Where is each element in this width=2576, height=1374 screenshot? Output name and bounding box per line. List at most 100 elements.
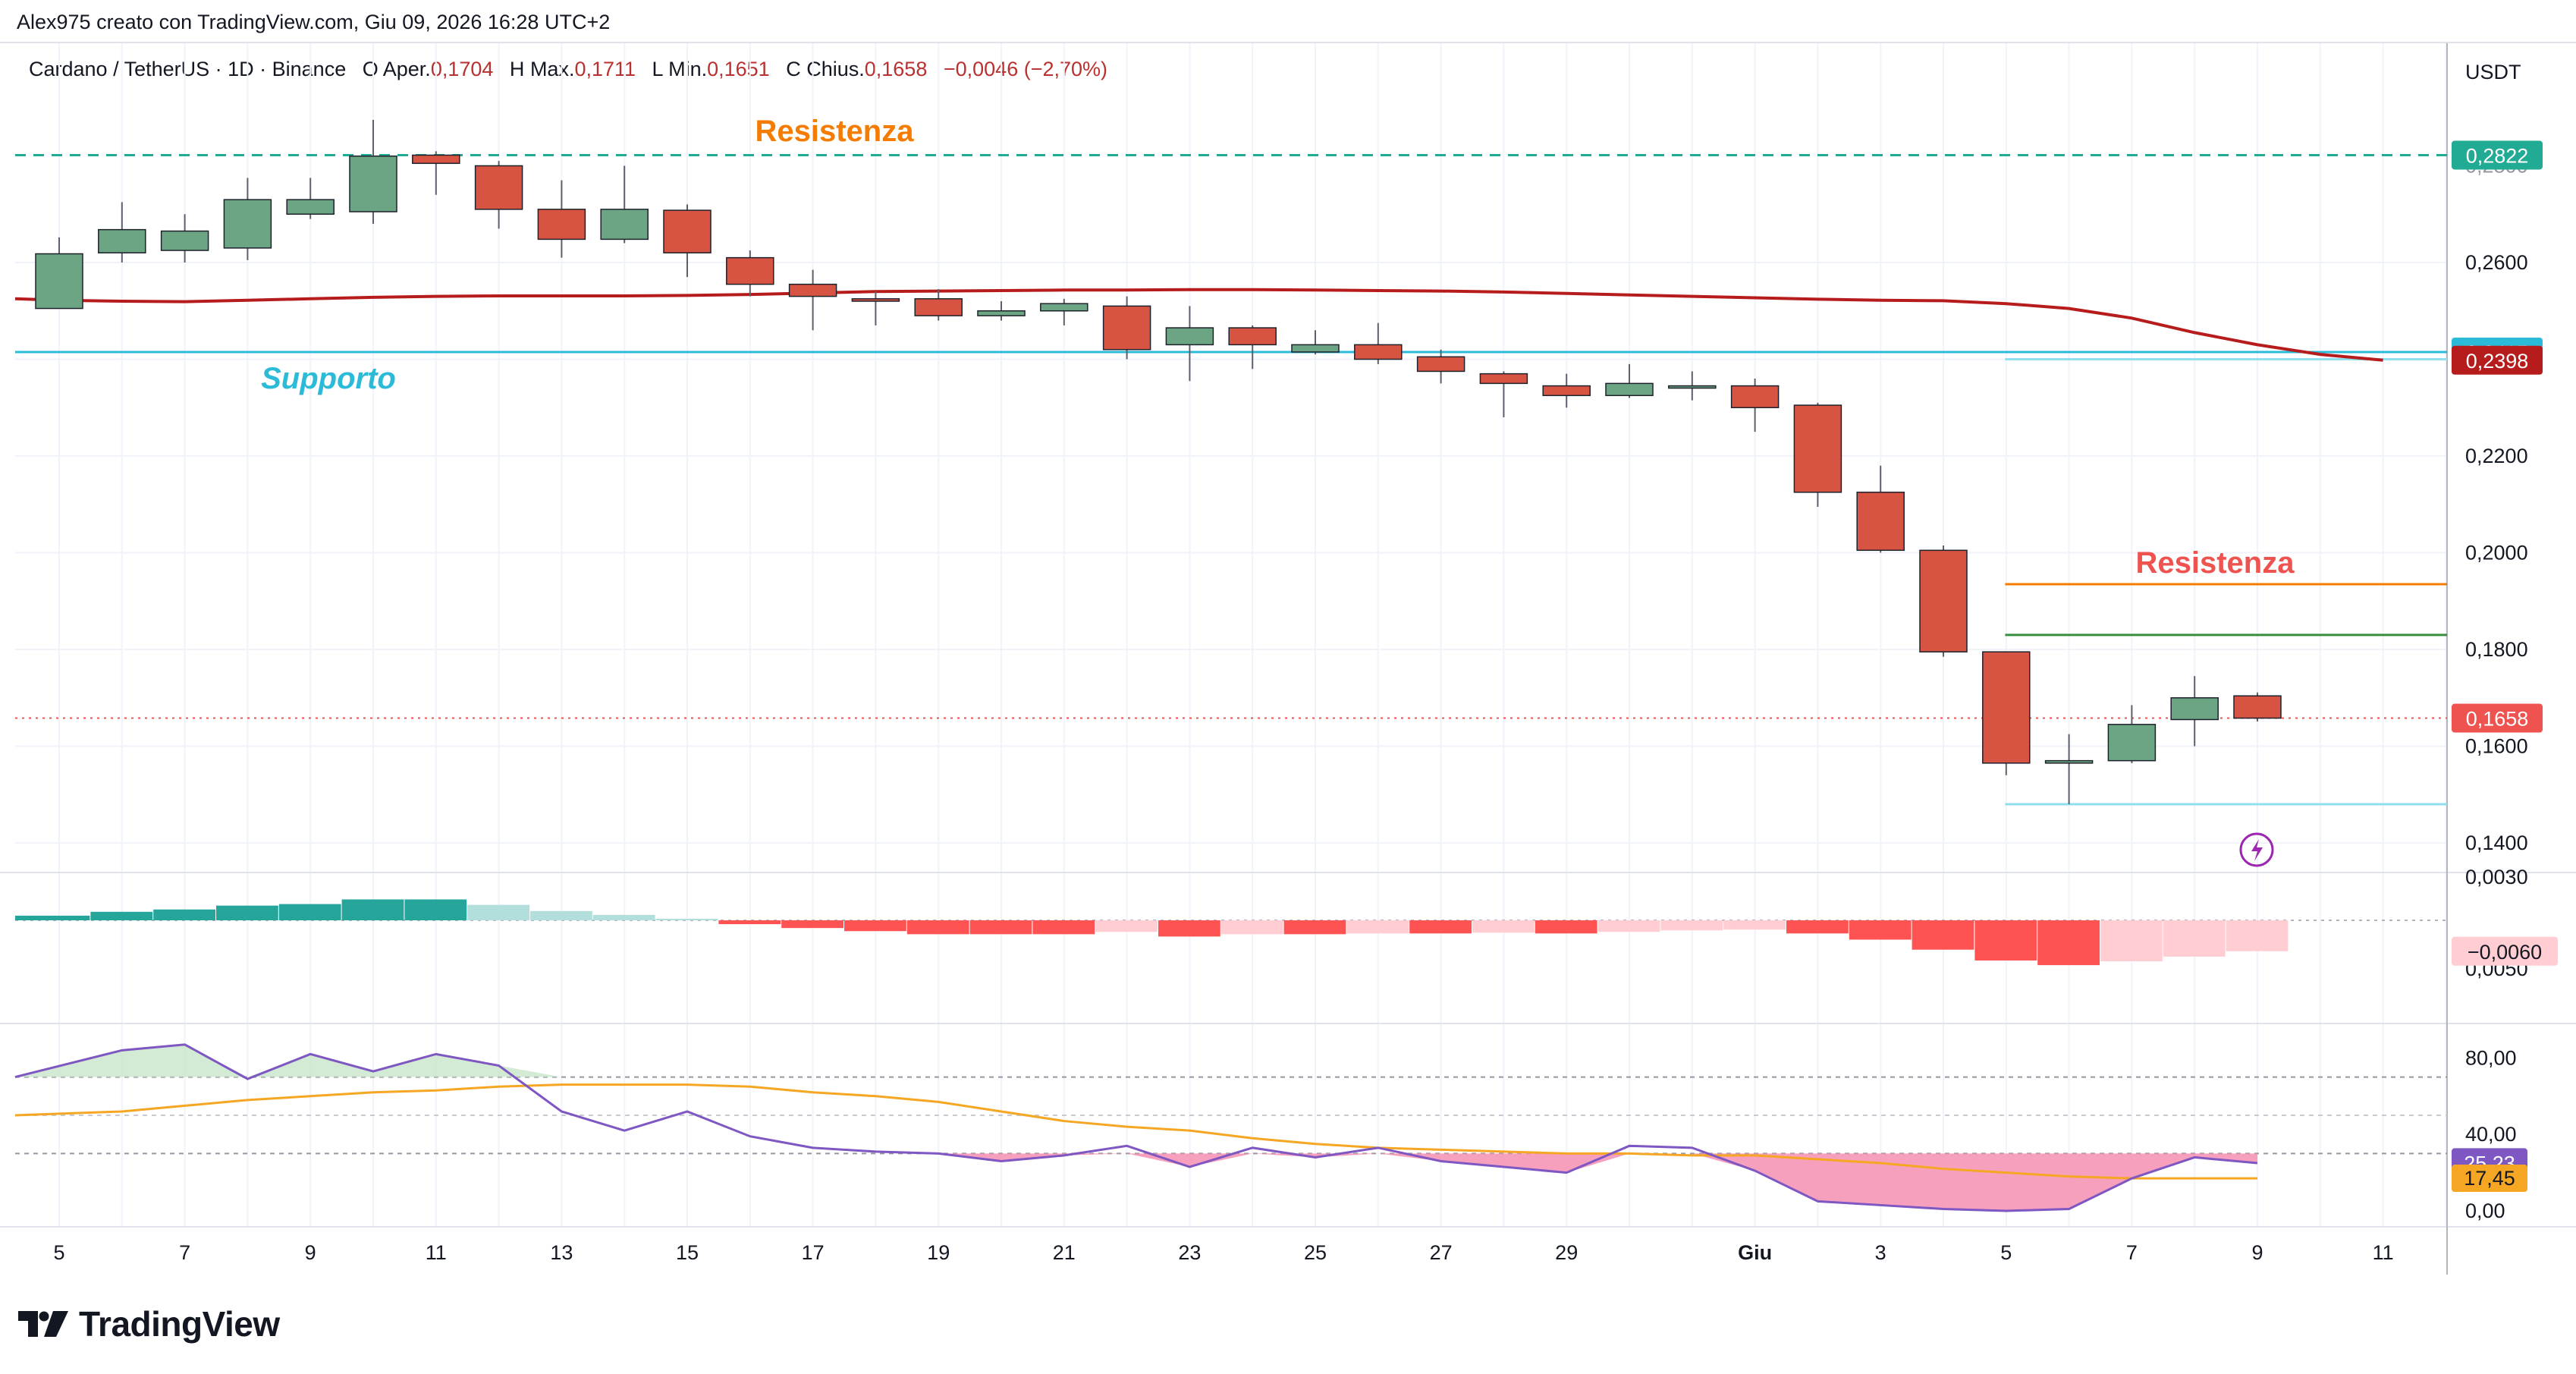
ohlc-change-value: −0,0046 (−2,70%)	[943, 58, 1108, 80]
candle	[1040, 298, 1089, 325]
candle	[914, 289, 963, 321]
candle	[1605, 363, 1654, 398]
supporto-label: Supporto	[261, 362, 396, 395]
candle-body	[1354, 344, 1403, 360]
candle-body	[1605, 382, 1654, 397]
time-tick-label: 7	[2126, 1241, 2138, 1264]
candle	[1165, 306, 1214, 382]
candle-body	[349, 156, 397, 212]
candle-body	[977, 310, 1026, 316]
candle	[1479, 371, 1528, 417]
ohlc-close-label: C	[786, 58, 801, 80]
candle-body	[1102, 305, 1151, 351]
macd-bar	[592, 914, 655, 920]
candle-body	[1793, 404, 1842, 493]
candle-body	[1730, 385, 1780, 408]
candle	[1102, 296, 1151, 360]
macd-bar	[1786, 920, 1849, 934]
macd-bar	[969, 920, 1032, 935]
candle	[223, 178, 272, 260]
ohlc-low-label: L	[652, 58, 663, 80]
candle-body	[1040, 303, 1089, 312]
time-tick-label: 27	[1430, 1241, 1453, 1264]
rsi-ma-line	[14, 1083, 2257, 1180]
macd-bar	[278, 904, 341, 920]
candle	[851, 291, 900, 325]
rsi-ma-value-badge: 17,45	[2452, 1165, 2527, 1193]
macd-bar	[1032, 920, 1095, 935]
candle	[1919, 545, 1968, 657]
price-tick-label: 0,2000	[2465, 542, 2528, 564]
price-badge: 0,2398	[2452, 345, 2543, 375]
candle	[726, 250, 774, 297]
macd-value-badge: −0,0060	[2452, 936, 2558, 966]
time-tick-label: 11	[426, 1241, 447, 1264]
candle-body	[1291, 344, 1340, 353]
candle-body	[1542, 385, 1591, 397]
lightning-icon	[2239, 832, 2274, 867]
ohlc-open-value: 0,1704	[430, 58, 494, 80]
time-tick-label: 5	[53, 1241, 64, 1264]
ohlc-low-value: 0,1651	[707, 58, 770, 80]
candle-body	[1479, 373, 1528, 385]
price-tick-label: 0,2600	[2465, 251, 2528, 274]
candle-body	[2107, 724, 2157, 762]
resistenza-top-label: Resistenza	[756, 115, 915, 148]
candle-body	[98, 228, 146, 253]
macd-bar	[1409, 920, 1472, 934]
macd-bar	[1472, 920, 1535, 933]
macd-bar	[781, 920, 843, 929]
time-tick-label: 15	[676, 1241, 699, 1264]
macd-bar	[1535, 920, 1597, 934]
candle-body	[223, 199, 272, 249]
candle	[1228, 325, 1277, 369]
candle-body	[35, 253, 83, 310]
lightning-icon-circle	[2239, 832, 2274, 867]
tradingview-logo-text: TradingView	[79, 1304, 280, 1344]
macd-bar	[1158, 920, 1220, 937]
time-tick-label: 11	[2373, 1241, 2394, 1264]
macd-badge-text: −0,0060	[2468, 941, 2542, 964]
macd-bar	[1849, 920, 1912, 940]
candle-body	[851, 298, 900, 302]
macd-bar	[1912, 920, 1974, 950]
time-tick-label: 29	[1555, 1241, 1578, 1264]
candle-body	[286, 199, 335, 215]
moving-average-line	[14, 288, 2383, 362]
candle	[35, 237, 83, 310]
candle-body	[474, 165, 523, 210]
candle	[98, 202, 146, 263]
currency-unit-label[interactable]: USDT	[2465, 61, 2521, 83]
candle	[2107, 705, 2157, 763]
macd-bar	[2037, 920, 2100, 966]
candle-body	[1668, 385, 1717, 389]
macd-badge-bg	[2452, 936, 2558, 966]
macd-bar	[341, 899, 404, 920]
price-badge-text: 0,2822	[2466, 144, 2529, 167]
rsi-tick-label: 80,00	[2465, 1046, 2517, 1069]
candle	[1542, 373, 1591, 408]
candle-body	[1856, 492, 1905, 552]
time-tick-label: 9	[305, 1241, 316, 1264]
symbol-name[interactable]: Cardano / TetherUS · 1D · Binance	[29, 58, 347, 80]
candle	[1730, 379, 1780, 432]
candle-body	[1982, 651, 2031, 764]
candle	[1416, 349, 1465, 384]
candle-body	[600, 209, 649, 241]
price-badge: 0,1658	[2452, 703, 2543, 733]
macd-bar	[153, 909, 215, 920]
candle-body	[537, 209, 586, 241]
candle	[286, 178, 335, 219]
macd-bar	[844, 920, 906, 932]
macd-bar	[467, 904, 529, 920]
rsi-oversold-fill	[15, 1153, 2257, 1211]
time-tick-label: 17	[802, 1241, 825, 1264]
candle-body	[1228, 327, 1277, 346]
rsi-line	[14, 1043, 2258, 1212]
symbol-info-bar: Cardano / TetherUS · 1D · Binance O Aper…	[29, 58, 1107, 81]
ohlc-close-key: Chius.	[806, 58, 865, 80]
candle-body	[914, 298, 963, 316]
macd-bar	[1220, 920, 1283, 935]
macd-bar	[404, 899, 467, 920]
